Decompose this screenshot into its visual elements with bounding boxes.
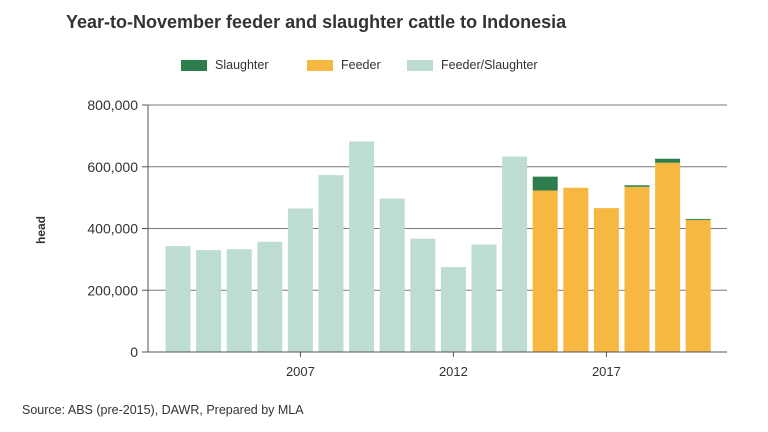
bar-slaughter-2018 <box>624 185 650 187</box>
bar-feeder-slaughter-2006 <box>257 241 283 352</box>
bar-feeder-2018 <box>624 186 650 352</box>
legend-label-feeder-slaughter: Feeder/Slaughter <box>441 58 538 72</box>
y-tick-label: 400,000 <box>87 221 138 237</box>
y-tick-label: 800,000 <box>87 97 138 113</box>
axes: 0 200,000 400,000 600,000 800,000 2007 2012 201… <box>87 97 727 379</box>
bar-slaughter-2019 <box>655 158 681 163</box>
bar-feeder-slaughter-2008 <box>318 175 344 352</box>
legend: Slaughter Feeder Feeder/Slaughter <box>0 58 768 78</box>
legend-item-feeder-slaughter: Feeder/Slaughter <box>407 58 538 72</box>
bar-feeder-slaughter-2009 <box>349 141 375 352</box>
bar-slaughter-2020 <box>685 218 711 220</box>
bar-feeder-2016 <box>563 187 589 352</box>
bar-feeder-slaughter-2007 <box>287 208 313 352</box>
bars <box>165 141 711 352</box>
y-tick-label: 0 <box>130 344 138 360</box>
bar-feeder-slaughter-2003 <box>165 246 191 352</box>
bar-feeder-slaughter-2013 <box>471 244 497 352</box>
bar-feeder-2015 <box>532 190 558 352</box>
x-tick-label: 2017 <box>592 364 621 379</box>
x-tick-label: 2007 <box>286 364 315 379</box>
source-note: Source: ABS (pre-2015), DAWR, Prepared b… <box>22 403 304 417</box>
bar-feeder-slaughter-2004 <box>196 250 222 352</box>
legend-label-slaughter: Slaughter <box>215 58 269 72</box>
bar-feeder-2020 <box>685 219 711 352</box>
y-tick-label: 200,000 <box>87 282 138 298</box>
bar-feeder-2017 <box>593 208 619 352</box>
bar-feeder-slaughter-2005 <box>226 249 252 352</box>
legend-swatch-feeder <box>307 59 333 71</box>
y-tick-label: 600,000 <box>87 159 138 175</box>
legend-item-slaughter: Slaughter <box>181 58 269 72</box>
bar-feeder-slaughter-2010 <box>379 198 405 352</box>
bar-feeder-slaughter-2011 <box>410 238 436 352</box>
bar-feeder-2019 <box>655 162 681 352</box>
bar-feeder-slaughter-2012 <box>440 267 466 352</box>
legend-swatch-feeder-slaughter <box>407 59 433 71</box>
legend-swatch-slaughter <box>181 59 207 71</box>
y-axis-label: head <box>34 216 48 244</box>
x-tick-label: 2012 <box>439 364 468 379</box>
legend-item-feeder: Feeder <box>307 58 381 72</box>
bar-feeder-slaughter-2014 <box>502 156 528 352</box>
legend-label-feeder: Feeder <box>341 58 381 72</box>
bar-slaughter-2015 <box>532 176 558 191</box>
chart-title: Year-to-November feeder and slaughter ca… <box>66 12 567 32</box>
